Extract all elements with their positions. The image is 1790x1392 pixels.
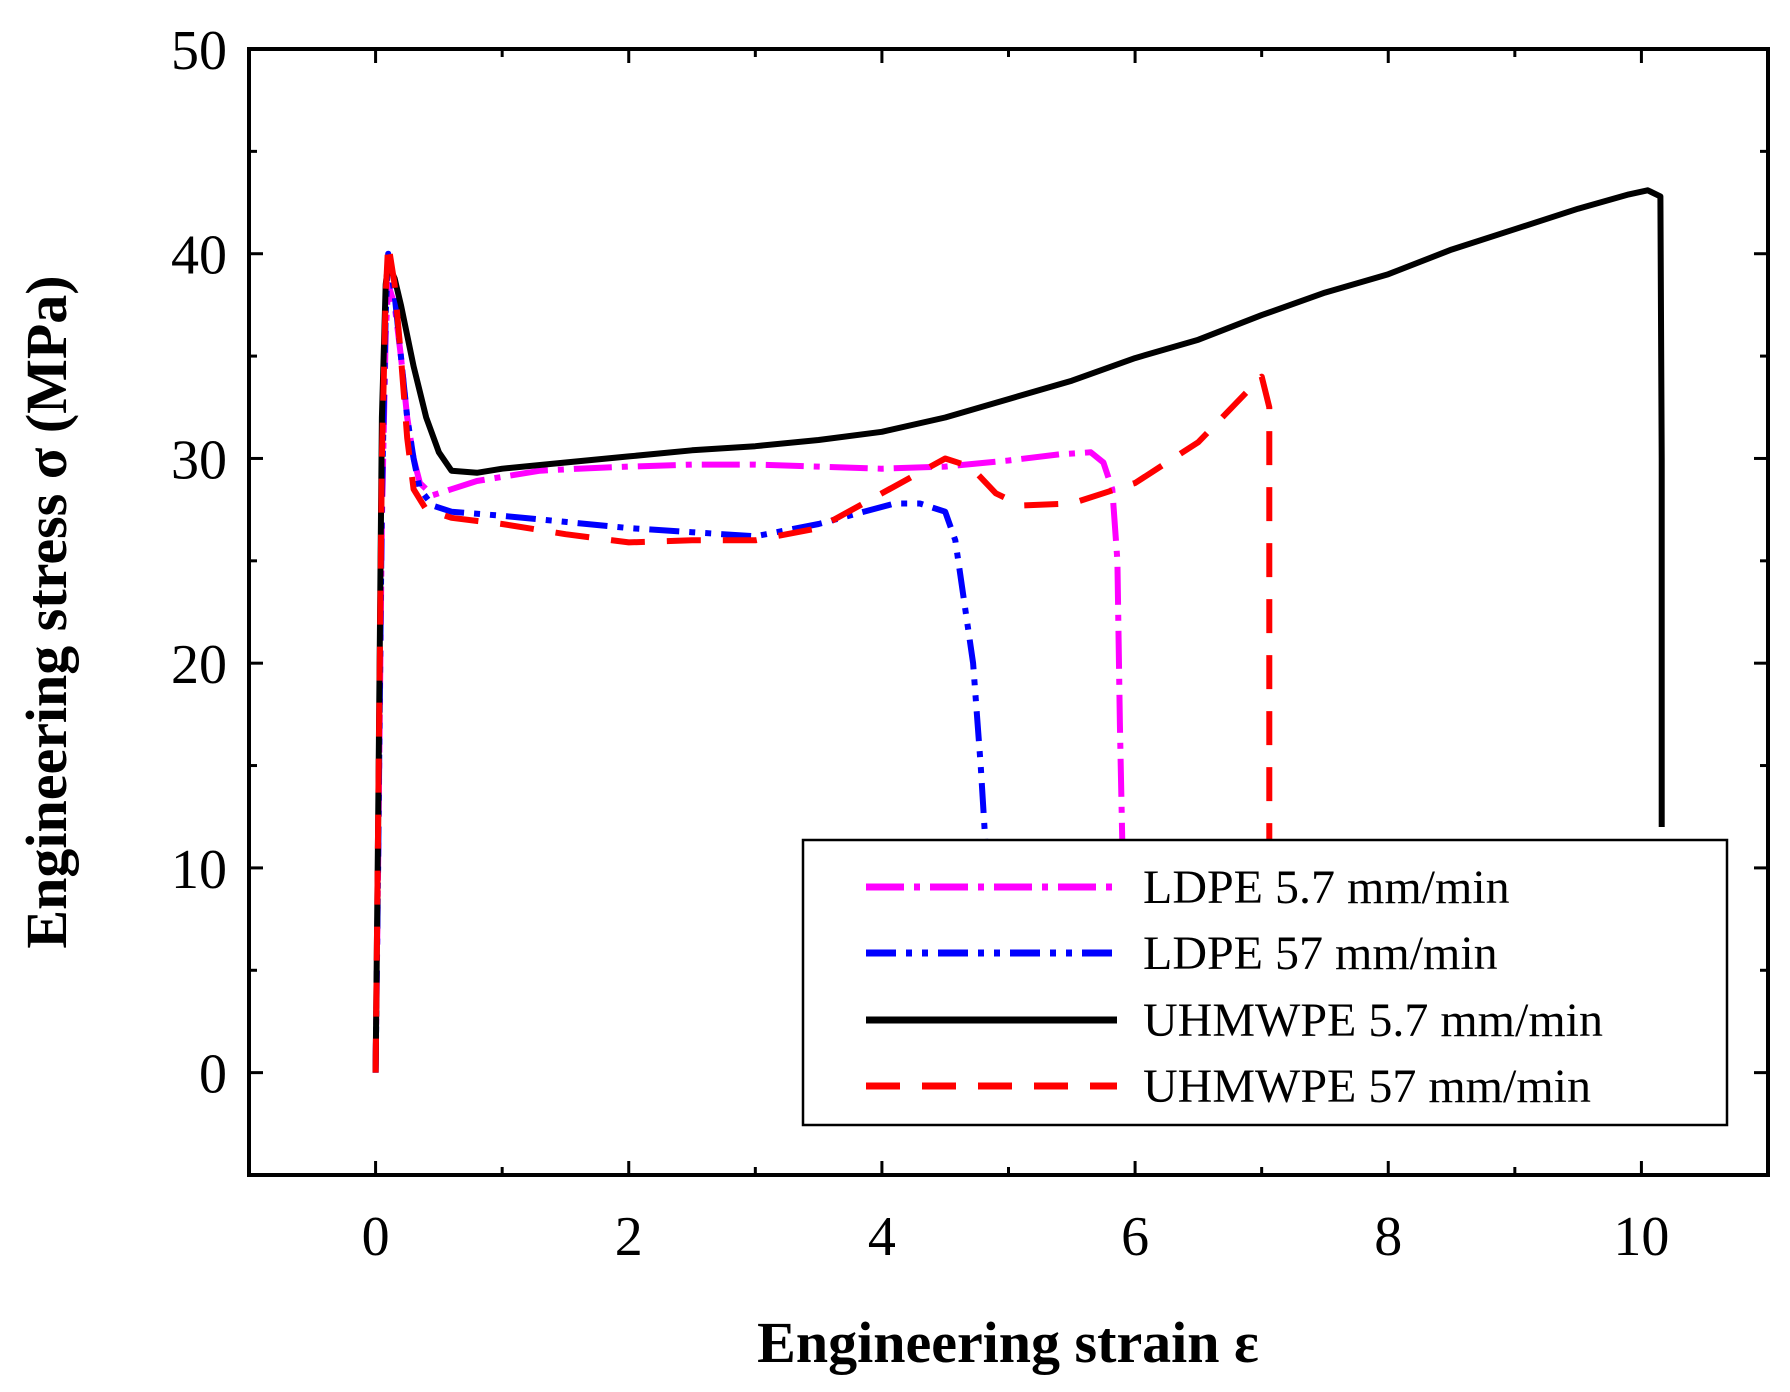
legend-label-3: UHMWPE 57 mm/min	[1143, 1060, 1591, 1113]
legend-label-0: LDPE 5.7 mm/min	[1143, 861, 1510, 914]
y-tick-label: 40	[171, 225, 227, 287]
legend: LDPE 5.7 mm/min LDPE 57 mm/min UHMWPE 5.7 …	[801, 838, 1729, 1127]
y-tick-label: 50	[171, 20, 227, 82]
y-tick-label: 20	[171, 634, 227, 696]
x-tick-label: 0	[362, 1206, 390, 1268]
y-axis-title: Engineering stress σ (MPa)	[14, 275, 79, 948]
series-line-0	[372, 281, 1126, 1073]
x-tick-label: 10	[1613, 1206, 1669, 1268]
data-series	[372, 187, 1665, 1073]
x-tick-label: 4	[868, 1206, 896, 1268]
x-tick-label: 2	[615, 1206, 643, 1268]
legend-label-1: LDPE 57 mm/min	[1143, 927, 1498, 980]
x-tick-label: 8	[1374, 1206, 1402, 1268]
y-tick-label: 0	[199, 1044, 227, 1106]
y-tick-label: 30	[171, 429, 227, 491]
legend-label-2: UHMWPE 5.7 mm/min	[1143, 994, 1603, 1047]
x-tick-label: 6	[1121, 1206, 1149, 1268]
x-axis-title: Engineering strain ε	[757, 1310, 1259, 1375]
series-line-3	[372, 240, 1273, 1073]
axis-ticks: 0 2 4 6 8 10 0 10 20 30 40 50	[171, 20, 1770, 1268]
y-tick-label: 10	[171, 839, 227, 901]
series-line-2	[372, 187, 1665, 1073]
